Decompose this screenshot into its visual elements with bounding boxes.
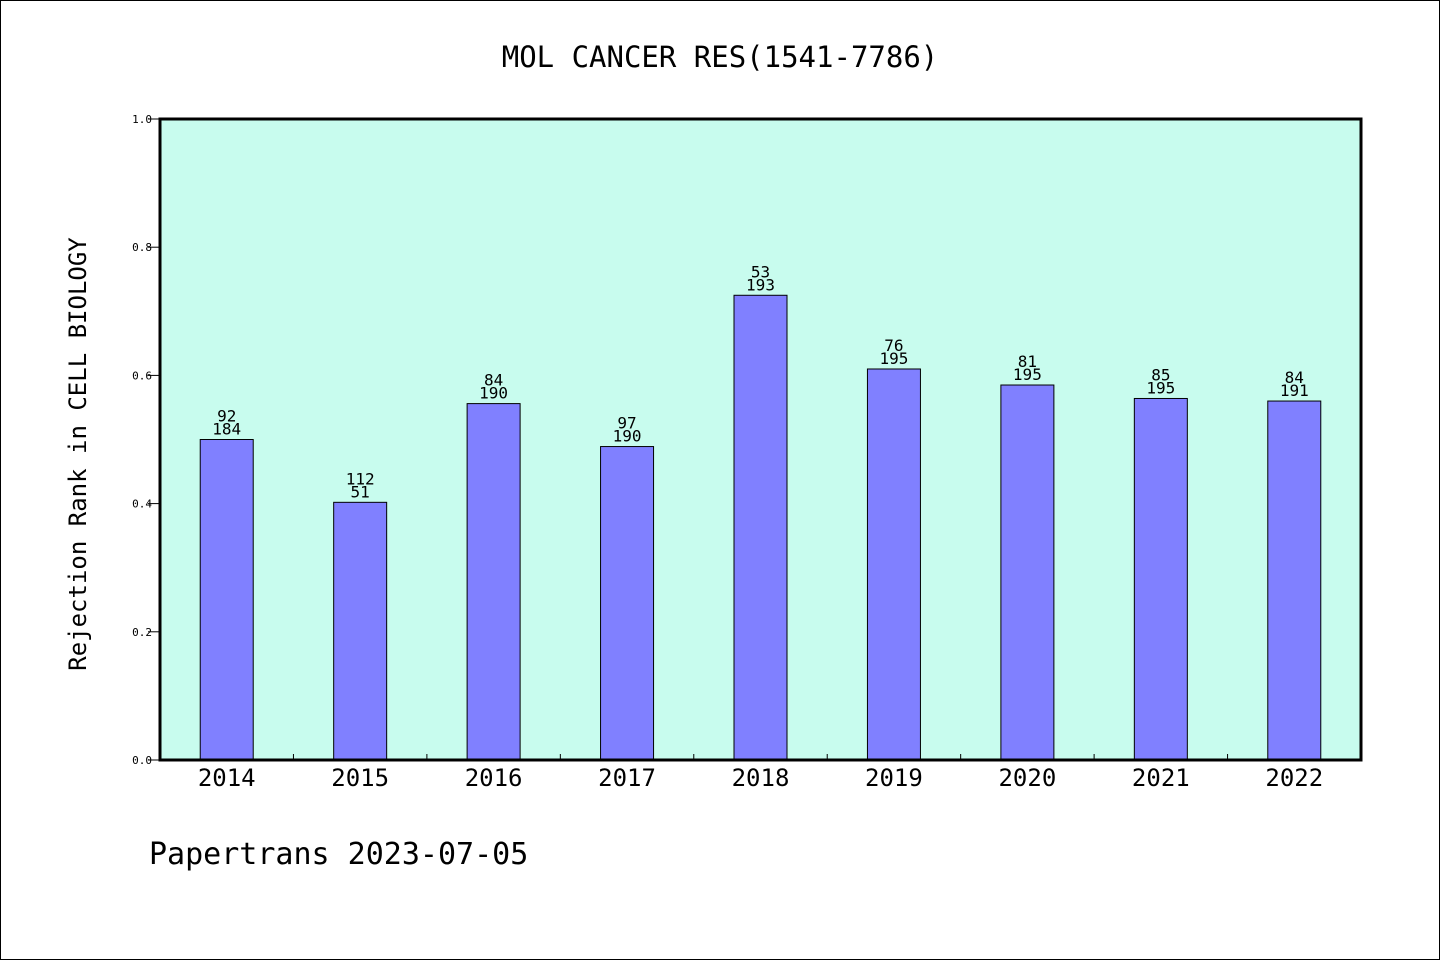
bar-label-top: 81 [1018, 352, 1037, 371]
bar-label-top: 53 [751, 262, 770, 281]
plot-border [158, 117, 1363, 762]
y-tick-label: 0.0 [132, 754, 152, 767]
bar-2018 [733, 294, 788, 761]
bar-2020 [1000, 384, 1055, 761]
bar-label-top: 76 [884, 336, 903, 355]
x-tick-label: 2016 [465, 764, 523, 792]
bar-2017 [600, 446, 655, 761]
x-tick-label: 2020 [998, 764, 1056, 792]
x-tick-label: 2021 [1132, 764, 1190, 792]
bar-label-bottom: 195 [1013, 365, 1042, 384]
bar-2019 [866, 368, 921, 761]
x-tick-label: 2018 [732, 764, 790, 792]
bar-label-bottom: 184 [212, 420, 241, 439]
x-tick-label: 2019 [865, 764, 923, 792]
x-tick-label: 2015 [331, 764, 389, 792]
bar-label-top: 85 [1151, 365, 1170, 384]
bar-label-bottom: 195 [879, 349, 908, 368]
bar-2022 [1267, 400, 1322, 761]
bar-label-bottom: 193 [746, 275, 775, 294]
bar-2016 [466, 403, 521, 761]
y-tick-label: 1.0 [132, 113, 152, 126]
bar-label-bottom: 195 [1146, 378, 1175, 397]
bar-label-top: 97 [617, 414, 636, 433]
bar-label-top: 84 [484, 371, 503, 390]
chart-title: MOL CANCER RES(1541-7786) [502, 40, 939, 74]
y-tick-label: 0.8 [132, 241, 152, 254]
bar-label-top: 84 [1285, 368, 1304, 387]
y-tick-label: 0.2 [132, 626, 152, 639]
bar-label-bottom: 191 [1280, 381, 1309, 400]
bar-2014 [199, 439, 254, 761]
bar-label-top: 92 [217, 407, 236, 426]
bar-label-bottom: 190 [479, 384, 508, 403]
y-tick-label: 0.4 [132, 498, 152, 511]
bar-label-bottom: 51 [351, 482, 370, 501]
x-tick-label: 2022 [1265, 764, 1323, 792]
bar-label-top: 112 [346, 469, 375, 488]
bar-2021 [1133, 397, 1188, 761]
bar-2015 [333, 501, 388, 761]
bar-label-bottom: 190 [613, 427, 642, 446]
footer-text: Papertrans 2023-07-05 [149, 837, 528, 872]
x-tick-label: 2017 [598, 764, 656, 792]
x-tick-label: 2014 [198, 764, 256, 792]
y-tick-label: 0.6 [132, 369, 152, 382]
y-axis-label: Rejection Rank in CELL BIOLOGY [64, 237, 92, 671]
